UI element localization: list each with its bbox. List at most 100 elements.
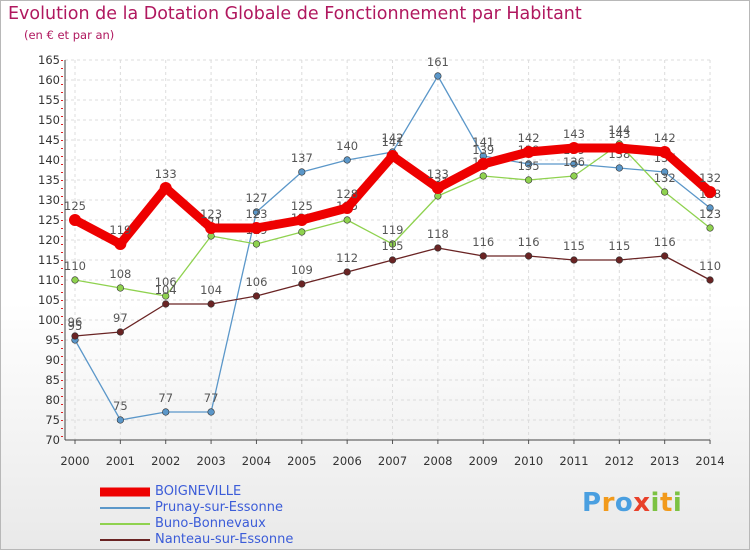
data-point-nanteau-sur-essonne <box>524 252 533 260</box>
legend-label: Prunay-sur-Essonne <box>155 500 283 515</box>
legend-swatch <box>100 487 150 497</box>
data-point-boigneville <box>341 202 354 214</box>
data-point-prunay-sur-essonne <box>116 416 124 424</box>
x-tick-label: 2008 <box>423 454 452 468</box>
data-label-buno-bonnevaux: 123 <box>699 207 721 221</box>
x-tick-label: 2010 <box>514 454 543 468</box>
x-tick-label: 2014 <box>695 454 724 468</box>
data-label-prunay-sur-essonne: 161 <box>427 55 449 69</box>
data-point-prunay-sur-essonne <box>207 408 215 416</box>
data-label-prunay-sur-essonne: 77 <box>158 391 173 405</box>
x-tick-label: 2000 <box>60 454 89 468</box>
data-point-buno-bonnevaux <box>343 216 351 224</box>
data-point-prunay-sur-essonne <box>162 408 170 416</box>
data-label-boigneville: 132 <box>699 171 721 185</box>
legend-label: BOIGNEVILLE <box>155 484 242 499</box>
y-tick-label: 100 <box>38 313 60 327</box>
data-label-buno-bonnevaux: 119 <box>382 223 404 237</box>
data-point-prunay-sur-essonne <box>661 168 669 176</box>
data-point-boigneville <box>613 142 626 154</box>
logo-letter: x <box>633 488 651 518</box>
x-tick-label: 2009 <box>469 454 498 468</box>
data-point-prunay-sur-essonne <box>524 160 533 168</box>
data-label-prunay-sur-essonne: 77 <box>204 391 219 405</box>
data-point-prunay-sur-essonne <box>298 168 306 176</box>
data-label-nanteau-sur-essonne: 116 <box>518 235 540 249</box>
legend-item-buno-bonnevaux: Buno-Bonnevaux <box>100 516 400 532</box>
chart-title: Evolution de la Dotation Globale de Fonc… <box>8 4 582 24</box>
y-tick-label: 155 <box>38 93 60 107</box>
legend-item-nanteau-sur-essonne: Nanteau-sur-Essonne <box>100 532 400 548</box>
data-point-boigneville <box>704 186 717 198</box>
data-point-prunay-sur-essonne <box>343 156 351 164</box>
data-label-buno-bonnevaux: 135 <box>518 159 540 173</box>
data-point-nanteau-sur-essonne <box>207 300 215 308</box>
data-point-boigneville <box>205 222 218 234</box>
data-label-boigneville: 119 <box>109 223 131 237</box>
y-tick-label: 85 <box>45 373 60 387</box>
logo-letter: t <box>659 488 673 518</box>
data-point-buno-bonnevaux <box>661 188 669 196</box>
proxiti-logo: Proxiti <box>582 488 682 518</box>
data-point-boigneville <box>567 142 580 154</box>
data-point-buno-bonnevaux <box>116 284 124 292</box>
data-point-boigneville <box>295 214 308 226</box>
data-label-boigneville: 133 <box>155 167 177 181</box>
data-point-nanteau-sur-essonne <box>570 256 578 264</box>
y-tick-label: 150 <box>38 113 60 127</box>
data-point-buno-bonnevaux <box>524 176 533 184</box>
data-point-prunay-sur-essonne <box>252 208 261 216</box>
data-label-buno-bonnevaux: 110 <box>64 259 86 273</box>
data-point-nanteau-sur-essonne <box>343 268 351 276</box>
data-label-nanteau-sur-essonne: 97 <box>113 311 128 325</box>
data-point-nanteau-sur-essonne <box>706 276 714 284</box>
data-label-prunay-sur-essonne: 141 <box>472 135 494 149</box>
logo-letter: r <box>601 488 615 518</box>
data-point-boigneville <box>522 146 535 158</box>
data-label-nanteau-sur-essonne: 112 <box>336 251 358 265</box>
data-point-buno-bonnevaux <box>71 276 79 284</box>
x-tick-label: 2012 <box>605 454 634 468</box>
data-point-boigneville <box>386 150 399 162</box>
data-label-boigneville: 142 <box>518 131 540 145</box>
y-tick-label: 70 <box>45 433 60 447</box>
y-tick-label: 145 <box>38 133 60 147</box>
data-label-boigneville: 141 <box>382 135 404 149</box>
data-point-boigneville <box>250 222 263 234</box>
data-label-buno-bonnevaux: 136 <box>563 155 585 169</box>
x-tick-label: 2004 <box>242 454 271 468</box>
data-label-nanteau-sur-essonne: 109 <box>291 263 313 277</box>
data-label-nanteau-sur-essonne: 104 <box>155 283 177 297</box>
data-point-boigneville <box>658 146 671 158</box>
data-label-buno-bonnevaux: 144 <box>608 123 630 137</box>
logo-letter: i <box>672 488 683 518</box>
x-tick-label: 2003 <box>196 454 225 468</box>
y-tick-label: 165 <box>38 53 60 67</box>
data-label-prunay-sur-essonne: 95 <box>68 319 83 333</box>
data-label-boigneville: 143 <box>608 127 630 141</box>
legend-label: Nanteau-sur-Essonne <box>155 532 294 547</box>
logo-letter: o <box>614 488 634 518</box>
data-label-nanteau-sur-essonne: 118 <box>427 227 449 241</box>
y-tick-label: 80 <box>45 393 60 407</box>
data-label-nanteau-sur-essonne: 115 <box>563 239 585 253</box>
x-tick-label: 2013 <box>650 454 679 468</box>
data-point-buno-bonnevaux <box>479 172 487 180</box>
data-point-nanteau-sur-essonne <box>71 332 79 340</box>
x-tick-label: 2001 <box>106 454 135 468</box>
data-label-boigneville: 133 <box>427 167 449 181</box>
data-point-buno-bonnevaux <box>388 240 397 248</box>
data-point-nanteau-sur-essonne <box>479 252 487 260</box>
data-label-prunay-sur-essonne: 75 <box>113 399 128 413</box>
data-point-buno-bonnevaux <box>298 228 306 236</box>
y-tick-label: 130 <box>38 193 60 207</box>
x-tick-label: 2006 <box>333 454 362 468</box>
legend: BOIGNEVILLE Prunay-sur-Essonne Buno-Bonnev… <box>100 484 400 548</box>
data-label-nanteau-sur-essonne: 115 <box>382 239 404 253</box>
data-label-boigneville: 139 <box>472 143 494 157</box>
legend-swatch <box>100 523 150 525</box>
data-point-nanteau-sur-essonne <box>298 280 306 288</box>
data-label-buno-bonnevaux: 132 <box>654 171 676 185</box>
